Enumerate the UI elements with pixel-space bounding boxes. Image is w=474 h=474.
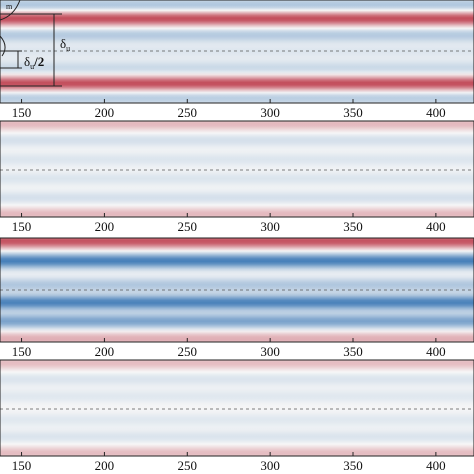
x-tick-label: 200 [95, 219, 115, 234]
x-tick-label: 250 [178, 344, 198, 359]
panel-3: 150 200 250 300 350 400 [0, 237, 474, 359]
x-tick-label: 150 [12, 219, 32, 234]
delta-annotation: m δu δu/2 [0, 0, 70, 87]
panel-2-axis: 150 200 250 300 350 400 [0, 213, 474, 234]
x-tick-label: 150 [12, 105, 32, 120]
x-tick-label: 350 [343, 105, 363, 120]
x-tick-label: 250 [178, 458, 198, 473]
x-tick-label: 350 [343, 219, 363, 234]
x-tick-label: 350 [343, 344, 363, 359]
x-tick-label: 400 [426, 458, 446, 473]
panel-1-axis: 150 200 250 300 350 400 [0, 99, 474, 120]
x-tick-label: 200 [95, 344, 115, 359]
x-tick-label: 300 [260, 219, 280, 234]
panel-4: 150 200 250 300 350 400 [0, 359, 474, 473]
panel-4-heatmap [0, 360, 474, 456]
x-tick-label: 300 [260, 105, 280, 120]
panel-2: 150 200 250 300 350 400 [0, 120, 474, 234]
x-tick-label: 300 [260, 458, 280, 473]
panel-4-axis: 150 200 250 300 350 400 [0, 452, 474, 473]
x-tick-label: 200 [95, 105, 115, 120]
x-tick-label: 400 [426, 344, 446, 359]
panel-3-axis: 150 200 250 300 350 400 [0, 338, 474, 359]
panel-2-heatmap [0, 121, 474, 217]
x-tick-label: 200 [95, 458, 115, 473]
x-tick-label: 300 [260, 344, 280, 359]
x-tick-label: 250 [178, 219, 198, 234]
x-tick-label: 400 [426, 105, 446, 120]
panel-1-heatmap [0, 0, 474, 103]
delta-u-label: δu [60, 36, 70, 53]
x-tick-label: 400 [426, 219, 446, 234]
x-tick-label: 250 [178, 105, 198, 120]
corner-mark: m [6, 2, 13, 11]
x-tick-label: 150 [12, 458, 32, 473]
corner-arc [0, 0, 21, 21]
half-delta-label: δu/2 [24, 54, 44, 71]
panel-1: 150 200 250 300 350 400 m δu δu/2 [0, 0, 474, 120]
x-tick-label: 350 [343, 458, 363, 473]
left-curve [0, 35, 6, 57]
x-tick-label: 150 [12, 344, 32, 359]
